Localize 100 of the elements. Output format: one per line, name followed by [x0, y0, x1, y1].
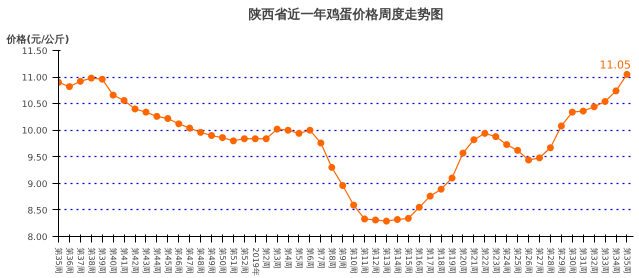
x-tick-label: 第30周: [568, 248, 577, 274]
point: [558, 122, 565, 130]
point: [361, 215, 368, 222]
y-tick-label: 10.50: [22, 100, 48, 110]
chart-title: 陕西省近一年鸡蛋价格周度走势图: [248, 6, 444, 22]
point: [274, 126, 281, 133]
point: [230, 137, 237, 144]
x-tick-label: 第36周: [64, 248, 74, 274]
x-tick-label: 第4周: [284, 248, 293, 269]
x-tick-label: 第41周: [120, 248, 129, 274]
x-tick-label: 第15周: [404, 248, 413, 274]
point: [142, 108, 150, 116]
point: [208, 132, 216, 140]
x-tick-label: 第47周: [185, 248, 194, 274]
x-tick-label: 第35周: [622, 248, 632, 274]
point: [88, 74, 95, 82]
point: [546, 144, 554, 152]
x-tick-label: 第2周: [262, 248, 271, 269]
point: [317, 139, 324, 146]
point: [525, 156, 532, 164]
x-tick-label: 第16周: [414, 248, 424, 274]
point: [197, 128, 204, 136]
data-label: 11.05: [599, 58, 631, 72]
point: [568, 108, 576, 116]
x-tick-label: 第23周: [491, 248, 500, 274]
x-tick-label: 第40周: [108, 248, 118, 274]
point: [382, 218, 390, 225]
x-tick-label: 第35周: [54, 248, 63, 274]
x-tick-label: 第49周: [207, 248, 216, 274]
x-tick-label: 第48周: [196, 248, 206, 274]
x-tick-label: 第17周: [426, 248, 435, 274]
y-tick-label: 8.50: [27, 206, 48, 216]
x-tick-label: 2019年: [250, 248, 260, 276]
point: [438, 186, 445, 193]
point: [175, 120, 182, 128]
x-tick-label: 第3周: [272, 248, 282, 269]
point: [580, 108, 587, 115]
point: [252, 135, 259, 142]
x-tick-label: 第52周: [240, 248, 249, 274]
x-tick-label: 第6周: [305, 248, 314, 269]
x-tick-label: 第18周: [436, 248, 446, 274]
x-tick-label: 第37周: [76, 248, 85, 274]
x-tick-label: 第32周: [590, 248, 599, 274]
point: [350, 202, 358, 209]
x-tick-label: 第20周: [458, 248, 468, 274]
x-tick-label: 第45周: [163, 248, 172, 274]
point: [328, 164, 336, 171]
y-tick-label: 11.50: [22, 47, 48, 57]
point: [503, 141, 510, 148]
point: [132, 105, 139, 112]
y-tick-label: 11.00: [22, 74, 48, 84]
x-tick-label: 第7周: [316, 248, 326, 269]
point: [339, 182, 346, 189]
x-tick-label: 第5周: [294, 248, 304, 269]
x-tick-label: 第34周: [612, 248, 621, 274]
point: [470, 136, 478, 144]
point: [240, 135, 248, 142]
point: [448, 174, 456, 182]
point: [120, 96, 128, 104]
x-tick-label: 第12周: [371, 248, 380, 274]
y-tick-label: 8.00: [27, 233, 48, 243]
y-axis-title: 价格(元/公斤): [6, 34, 70, 46]
point: [98, 76, 106, 83]
x-tick-label: 第28周: [546, 248, 555, 274]
x-tick-label: 第42周: [130, 248, 140, 274]
x-tick-label: 第25周: [513, 248, 522, 274]
point: [306, 126, 314, 134]
point: [416, 204, 423, 211]
x-tick-label: 第26周: [524, 248, 534, 274]
point: [612, 87, 620, 94]
point: [536, 154, 543, 162]
point: [481, 130, 488, 137]
point: [110, 92, 117, 99]
y-tick-label: 10.00: [22, 126, 48, 137]
point: [492, 133, 500, 140]
point: [590, 103, 598, 110]
point: [218, 134, 226, 142]
x-tick-label: 第50周: [218, 248, 227, 274]
x-tick-label: 第43周: [141, 248, 150, 274]
x-tick-label: 第14周: [392, 248, 402, 274]
point: [164, 115, 172, 122]
point: [426, 192, 434, 200]
x-tick-label: 第27周: [534, 248, 544, 274]
x-tick-label: 第8周: [327, 248, 336, 269]
x-tick-label: 第22周: [480, 248, 490, 274]
point: [372, 216, 380, 224]
point: [262, 135, 270, 142]
x-tick-label: 第51周: [228, 248, 238, 274]
point: [153, 112, 160, 120]
x-tick-label: 第9周: [338, 248, 348, 269]
point: [602, 98, 609, 106]
x-tick-label: 第44周: [152, 248, 162, 274]
y-tick-label: 9.00: [27, 180, 48, 190]
x-tick-label: 第13周: [382, 248, 391, 274]
x-tick-label: 第24周: [502, 248, 512, 274]
point: [295, 130, 302, 137]
x-tick-label: 第38周: [86, 248, 96, 274]
point: [514, 146, 522, 154]
x-tick-label: 第11周: [360, 248, 370, 274]
point: [459, 150, 466, 157]
